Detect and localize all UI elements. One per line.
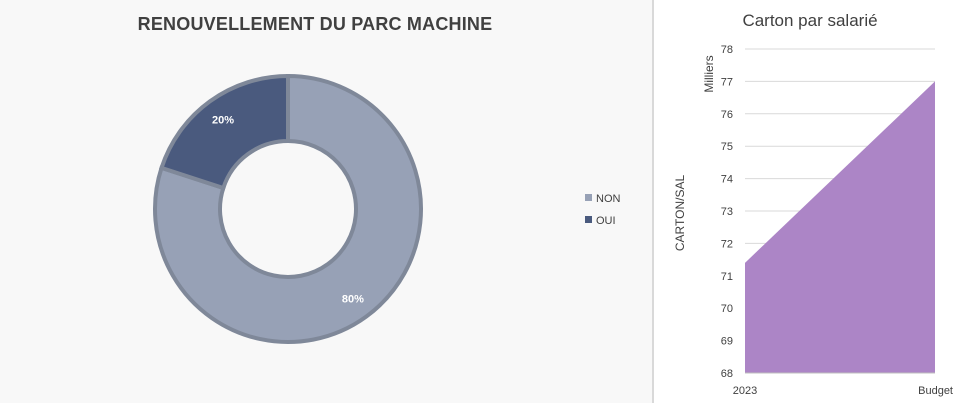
- donut-chart-title: RENOUVELLEMENT DU PARC MACHINE: [137, 14, 493, 34]
- legend-label-non: NON: [596, 193, 621, 205]
- panel-divider: [652, 0, 654, 403]
- legend-swatch-non: [585, 194, 592, 201]
- area-chart-title: Carton par salarié: [742, 11, 878, 30]
- y-tick-label: 74: [721, 174, 733, 186]
- area-series: [745, 81, 935, 374]
- y-tick-label: 77: [721, 76, 733, 88]
- y-axis-title: CARTON/SAL: [673, 175, 687, 252]
- x-tick-label: Budget: [918, 385, 953, 397]
- y-tick-label: 78: [721, 44, 733, 56]
- donut-data-label: 80%: [342, 293, 364, 305]
- donut-data-label: 20%: [212, 115, 234, 127]
- y-tick-label: 70: [721, 303, 733, 315]
- donut-slice-oui: [158, 73, 290, 191]
- y-tick-label: 68: [721, 368, 733, 380]
- y-tick-label: 76: [721, 109, 733, 121]
- y-tick-label: 75: [721, 141, 733, 153]
- y-axis-unit-label: Milliers: [702, 55, 716, 92]
- y-tick-label: 69: [721, 336, 733, 348]
- legend-swatch-oui: [585, 216, 592, 223]
- y-tick-label: 73: [721, 206, 733, 218]
- y-tick-label: 71: [721, 271, 733, 283]
- y-tick-label: 72: [721, 238, 733, 250]
- donut-slice-non: [153, 73, 423, 344]
- legend-label-oui: OUI: [596, 215, 616, 227]
- x-tick-label: 2023: [733, 385, 757, 397]
